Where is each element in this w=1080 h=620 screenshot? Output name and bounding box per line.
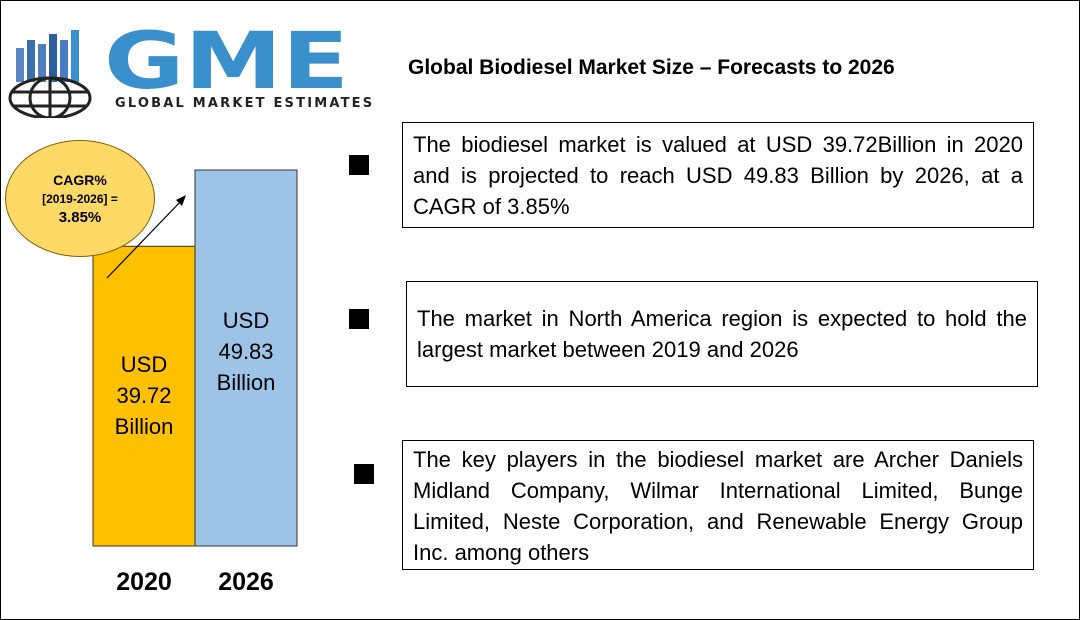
growth-arrow-head bbox=[176, 195, 186, 206]
bullet-marker-1 bbox=[349, 155, 369, 175]
cagr-value: 3.85% bbox=[58, 208, 102, 226]
page-title: Global Biodiesel Market Size – Forecasts… bbox=[408, 56, 895, 79]
growth-arrow-line bbox=[106, 199, 183, 279]
info-box-valuation: The biodiesel market is valued at USD 39… bbox=[402, 122, 1034, 228]
bar-label-2026-3: Billion bbox=[217, 370, 276, 395]
logo-text: GME bbox=[104, 26, 349, 107]
cagr-period: [2019-2026] = bbox=[42, 191, 118, 206]
info-box-key-players: The key players in the biodiesel market … bbox=[402, 440, 1034, 570]
logo-icon bbox=[8, 30, 92, 118]
bar-chart: USD 39.72 Billion 2020 USD 49.83 Billion 2026 bbox=[92, 169, 298, 596]
cagr-badge: CAGR% [2019-2026] = 3.85% bbox=[5, 140, 155, 257]
x-tick-label-2020: 2020 bbox=[116, 568, 172, 596]
bar-label-2026-1: USD bbox=[223, 308, 269, 333]
bar-2026 bbox=[194, 169, 298, 547]
bullet-marker-2 bbox=[349, 309, 369, 329]
bar-label-2020-1: USD bbox=[121, 352, 167, 377]
info-box-region: The market in North America region is ex… bbox=[406, 281, 1038, 387]
bar-2020 bbox=[92, 245, 196, 547]
gme-logo: GME bbox=[8, 26, 349, 118]
logo-subtitle: GLOBAL MARKET ESTIMATES bbox=[115, 96, 375, 111]
bar-label-2026-2: 49.83 bbox=[218, 339, 273, 364]
cagr-label: CAGR% bbox=[53, 171, 107, 188]
bar-label-2020-2: 39.72 bbox=[116, 383, 171, 408]
bar-label-2020-3: Billion bbox=[115, 414, 174, 439]
x-tick-label-2026: 2026 bbox=[218, 568, 274, 596]
bullet-marker-3 bbox=[354, 464, 374, 484]
